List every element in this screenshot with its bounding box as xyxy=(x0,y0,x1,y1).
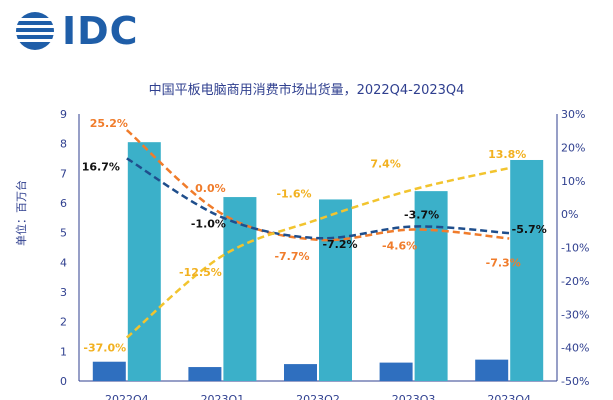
bar xyxy=(284,364,317,381)
data-label: -1.6% xyxy=(276,187,311,200)
bar xyxy=(188,367,222,381)
bar xyxy=(319,199,352,381)
bar xyxy=(414,191,448,381)
data-label: 25.2% xyxy=(90,117,128,130)
x-tick-label: 2022Q4 xyxy=(105,393,149,400)
y-tick-label: 3 xyxy=(60,286,67,299)
y2-tick-label: -30% xyxy=(561,308,589,321)
y-tick-label: 6 xyxy=(60,197,67,210)
y2-tick-label: 20% xyxy=(561,141,585,154)
y2-tick-label: -50% xyxy=(561,375,589,388)
bar xyxy=(379,362,413,381)
y2-tick-label: -40% xyxy=(561,342,589,355)
x-tick-label: 2023Q4 xyxy=(487,393,531,400)
series-line xyxy=(126,157,510,240)
bar xyxy=(223,197,257,381)
data-label: -12.5% xyxy=(179,266,222,279)
y2-tick-label: -20% xyxy=(561,275,589,288)
series-line xyxy=(125,129,510,242)
series-line xyxy=(125,166,510,339)
logo-text: IDC xyxy=(62,9,139,53)
bar xyxy=(510,159,544,381)
y2-tick-label: -10% xyxy=(561,242,589,255)
data-label: -3.7% xyxy=(404,208,439,221)
y2-tick-label: 10% xyxy=(561,175,585,188)
y-tick-label: 9 xyxy=(60,108,67,121)
data-label: 7.4% xyxy=(370,157,401,170)
data-label: 0.0% xyxy=(195,182,226,195)
y-tick-label: 5 xyxy=(60,227,67,240)
y2-tick-label: 30% xyxy=(561,108,585,121)
y-tick-label: 4 xyxy=(60,256,67,269)
chart-title: 中国平板电脑商用消费市场出货量，2022Q4-2023Q4 xyxy=(148,83,465,98)
x-tick-label: 2023Q3 xyxy=(392,393,436,400)
y-tick-label: 0 xyxy=(60,375,67,388)
data-label: -37.0% xyxy=(83,342,126,355)
y-tick-label: 8 xyxy=(60,138,67,151)
y-tick-label: 7 xyxy=(60,167,67,180)
data-label: -7.2% xyxy=(322,238,357,251)
x-tick-label: 2023Q1 xyxy=(201,393,245,400)
idc-logo: IDC xyxy=(14,10,139,52)
data-label: 16.7% xyxy=(82,160,120,173)
data-label: -7.3% xyxy=(486,256,521,269)
data-label: -4.6% xyxy=(382,239,417,252)
globe-icon xyxy=(16,12,54,50)
y2-tick-label: 0% xyxy=(561,208,578,221)
bar xyxy=(92,361,126,381)
bar xyxy=(475,359,509,381)
data-label: -7.7% xyxy=(274,250,309,263)
bar xyxy=(127,142,161,381)
x-tick-label: 2023Q2 xyxy=(296,393,340,400)
y-tick-label: 2 xyxy=(60,316,67,329)
data-label: -5.7% xyxy=(512,223,547,236)
data-label: 13.8% xyxy=(488,148,526,161)
y-tick-label: 1 xyxy=(60,345,67,358)
data-label: -1.0% xyxy=(191,217,226,230)
